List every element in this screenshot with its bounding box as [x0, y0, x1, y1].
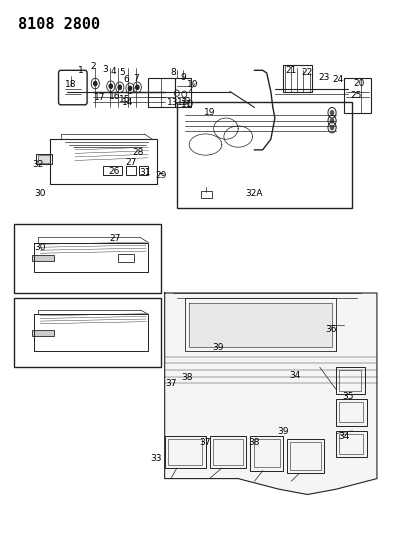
Bar: [104, 166, 122, 175]
Bar: [339, 370, 361, 391]
Text: 14: 14: [122, 98, 134, 107]
Bar: [177, 102, 353, 208]
Text: 5: 5: [119, 68, 125, 77]
Text: 28: 28: [132, 148, 144, 157]
Bar: [14, 224, 162, 293]
Text: 29: 29: [155, 171, 166, 180]
Bar: [213, 439, 243, 465]
FancyBboxPatch shape: [58, 70, 87, 105]
Text: 6: 6: [123, 75, 129, 84]
Text: 17: 17: [95, 93, 106, 102]
Text: 31: 31: [139, 167, 151, 176]
Text: 26: 26: [108, 166, 119, 175]
Bar: [139, 166, 148, 175]
Circle shape: [330, 125, 334, 130]
Text: 25: 25: [351, 91, 362, 100]
Text: 21: 21: [286, 66, 297, 75]
Bar: [283, 65, 312, 92]
Bar: [336, 399, 367, 425]
Bar: [339, 402, 363, 422]
Bar: [36, 154, 53, 164]
Text: 10: 10: [187, 80, 198, 89]
Text: 18: 18: [65, 80, 76, 89]
Text: 15: 15: [119, 95, 130, 104]
Text: 32: 32: [32, 160, 44, 168]
Text: 39: 39: [212, 343, 224, 352]
Text: 37: 37: [165, 378, 177, 387]
Polygon shape: [165, 293, 377, 495]
Text: 34: 34: [339, 432, 350, 441]
Bar: [38, 155, 51, 163]
Bar: [118, 254, 134, 262]
Polygon shape: [189, 303, 332, 347]
Circle shape: [136, 85, 139, 90]
Text: 27: 27: [109, 234, 120, 243]
Circle shape: [109, 84, 113, 88]
Text: 38: 38: [249, 438, 260, 447]
Bar: [344, 78, 371, 113]
Text: 12: 12: [177, 98, 188, 107]
Text: 16: 16: [109, 92, 120, 101]
Text: 27: 27: [125, 158, 137, 167]
Text: 22: 22: [301, 68, 312, 77]
Text: 38: 38: [181, 373, 193, 382]
Text: 3: 3: [103, 64, 109, 74]
Circle shape: [94, 82, 97, 86]
Bar: [287, 439, 324, 473]
Bar: [168, 439, 202, 465]
Bar: [254, 439, 280, 467]
Text: 4: 4: [111, 67, 116, 76]
Bar: [250, 436, 283, 471]
Text: 30: 30: [35, 244, 46, 253]
Text: 32A: 32A: [245, 189, 262, 198]
Text: 8108 2800: 8108 2800: [18, 17, 100, 33]
Circle shape: [128, 86, 132, 91]
Circle shape: [330, 118, 334, 123]
Text: 30: 30: [35, 189, 46, 198]
Bar: [148, 78, 175, 108]
Text: 8: 8: [170, 68, 176, 77]
Text: 37: 37: [200, 438, 211, 447]
Circle shape: [330, 111, 334, 115]
Bar: [201, 191, 212, 198]
Text: 2: 2: [90, 62, 96, 70]
Text: 1: 1: [78, 66, 84, 75]
Bar: [165, 436, 206, 468]
Text: 34: 34: [290, 370, 301, 379]
Bar: [32, 330, 55, 336]
Bar: [339, 434, 363, 454]
Text: 11: 11: [181, 100, 193, 109]
Text: 36: 36: [326, 325, 337, 334]
Text: 20: 20: [353, 79, 364, 88]
Text: 13: 13: [167, 98, 179, 107]
Bar: [14, 298, 162, 367]
Text: 7: 7: [133, 74, 139, 83]
Text: 9: 9: [180, 73, 186, 82]
Text: 39: 39: [277, 427, 289, 437]
Circle shape: [118, 85, 121, 90]
Bar: [336, 367, 365, 394]
Bar: [336, 431, 367, 457]
Bar: [291, 442, 321, 470]
Text: 24: 24: [332, 75, 344, 84]
Text: 23: 23: [318, 73, 330, 82]
Bar: [210, 436, 246, 468]
Bar: [32, 255, 55, 261]
Text: 19: 19: [204, 108, 215, 117]
Text: 35: 35: [342, 392, 353, 401]
Bar: [126, 166, 136, 175]
Text: 33: 33: [150, 454, 162, 463]
